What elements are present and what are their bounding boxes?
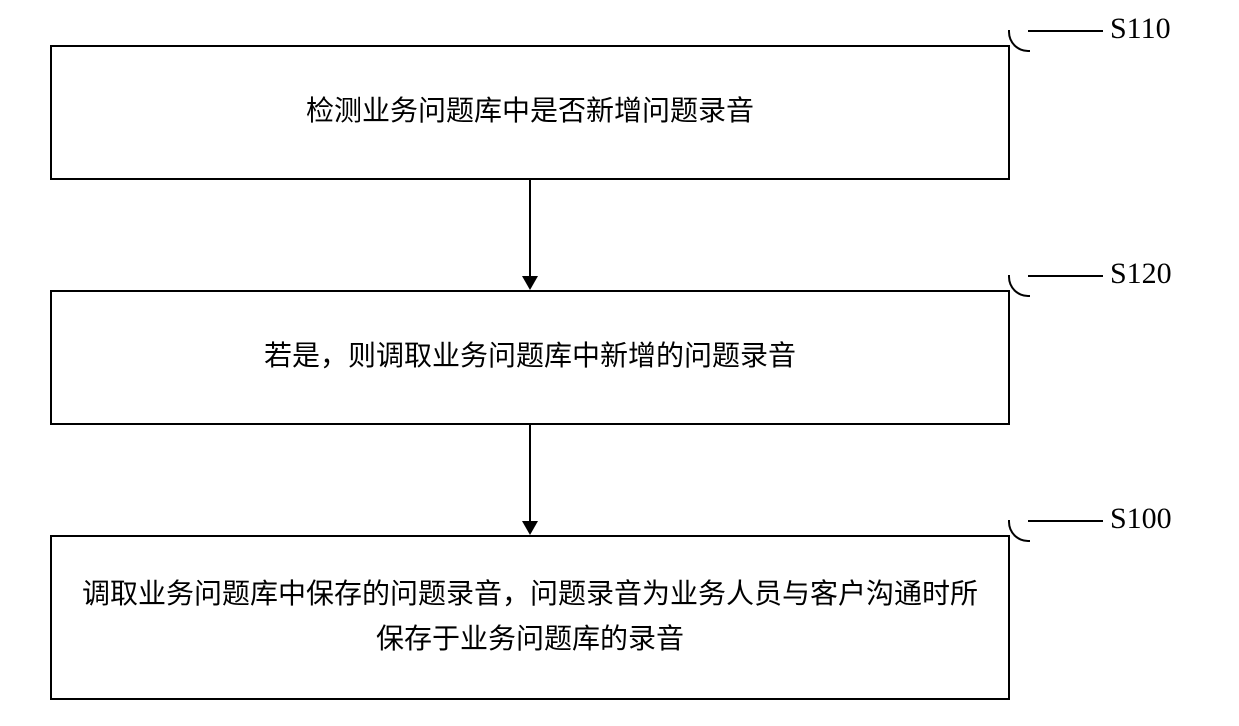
node-label-s100: S100: [1110, 502, 1172, 536]
flowchart-node-s120: 若是，则调取业务问题库中新增的问题录音: [50, 290, 1010, 425]
connector-curve: [1008, 30, 1030, 52]
flowchart-arrow: [529, 425, 531, 521]
flowchart-node-s100: 调取业务问题库中保存的问题录音，问题录音为业务人员与客户沟通时所保存于业务问题库…: [50, 535, 1010, 700]
connector-curve: [1008, 275, 1030, 297]
flowchart-container: 检测业务问题库中是否新增问题录音 S110 若是，则调取业务问题库中新增的问题录…: [0, 0, 1239, 726]
connector-curve: [1008, 520, 1030, 542]
node-label-s110: S110: [1110, 12, 1171, 46]
node-label-s120: S120: [1110, 257, 1172, 291]
flowchart-node-s110: 检测业务问题库中是否新增问题录音: [50, 45, 1010, 180]
connector-line: [1028, 275, 1103, 277]
node-text: 若是，则调取业务问题库中新增的问题录音: [264, 335, 796, 380]
connector-line: [1028, 30, 1103, 32]
flowchart-arrow: [529, 180, 531, 276]
node-text: 调取业务问题库中保存的问题录音，问题录音为业务人员与客户沟通时所保存于业务问题库…: [82, 573, 978, 663]
connector-line: [1028, 520, 1103, 522]
node-text: 检测业务问题库中是否新增问题录音: [306, 90, 754, 135]
